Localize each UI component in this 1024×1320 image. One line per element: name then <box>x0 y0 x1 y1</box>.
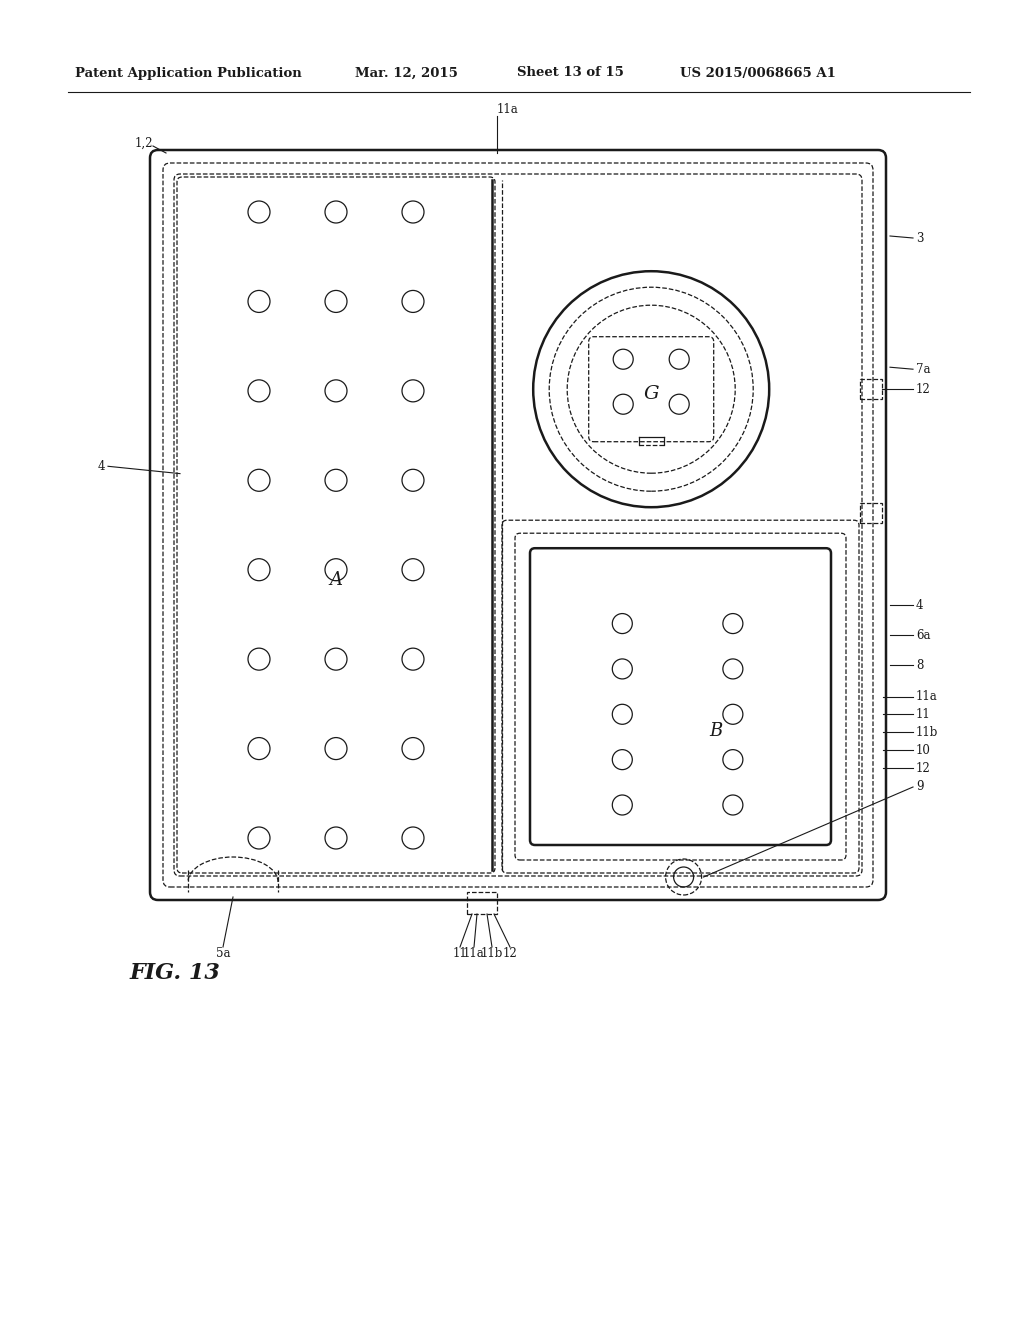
Text: 6a: 6a <box>916 628 931 642</box>
Bar <box>467 892 497 913</box>
Text: 9: 9 <box>916 780 924 793</box>
Text: 7a: 7a <box>916 363 931 376</box>
FancyBboxPatch shape <box>150 150 886 900</box>
Text: 4: 4 <box>97 459 105 473</box>
Text: 4: 4 <box>916 599 924 611</box>
Bar <box>860 379 882 399</box>
Text: Mar. 12, 2015: Mar. 12, 2015 <box>355 66 458 79</box>
Text: 10: 10 <box>916 743 931 756</box>
Text: 11a: 11a <box>497 103 519 116</box>
Text: 11a: 11a <box>916 690 938 704</box>
Text: B: B <box>709 722 722 741</box>
Text: 12: 12 <box>916 383 931 396</box>
Text: 11b: 11b <box>481 946 503 960</box>
Bar <box>860 503 882 523</box>
Text: A: A <box>330 570 342 589</box>
Text: US 2015/0068665 A1: US 2015/0068665 A1 <box>680 66 836 79</box>
Text: Patent Application Publication: Patent Application Publication <box>75 66 302 79</box>
Text: 11: 11 <box>453 946 467 960</box>
Text: 11: 11 <box>916 708 931 721</box>
Text: 1,2: 1,2 <box>134 136 153 149</box>
Text: 12: 12 <box>916 762 931 775</box>
Text: Sheet 13 of 15: Sheet 13 of 15 <box>517 66 624 79</box>
Text: 11b: 11b <box>916 726 938 738</box>
Text: 5a: 5a <box>216 946 230 960</box>
Text: 12: 12 <box>503 946 517 960</box>
Text: 8: 8 <box>916 659 924 672</box>
Text: 3: 3 <box>916 231 924 244</box>
Text: G: G <box>643 385 659 403</box>
Text: FIG. 13: FIG. 13 <box>130 962 221 983</box>
Text: 11a: 11a <box>463 946 485 960</box>
